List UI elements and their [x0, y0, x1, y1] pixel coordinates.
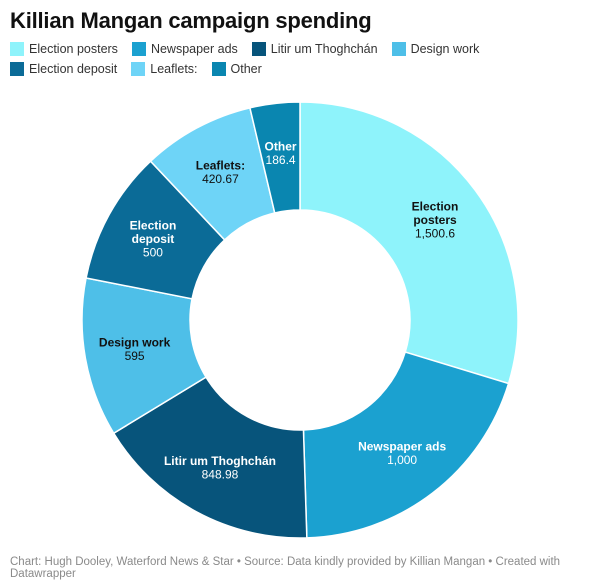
legend-label: Leaflets: — [150, 62, 198, 76]
chart-footer: Chart: Hugh Dooley, Waterford News & Sta… — [10, 556, 561, 580]
legend-swatch — [251, 42, 266, 56]
slice-category-label: Other — [265, 139, 297, 153]
legend-swatch — [10, 62, 24, 76]
slice-category-label: Newspaper ads — [358, 440, 446, 454]
legend-swatch — [131, 62, 146, 76]
legend-swatch — [211, 62, 226, 76]
slice-value-label: 848.98 — [202, 467, 239, 481]
slice-value-label: 1,500.6 — [415, 226, 455, 240]
legend-item-litir-um-thoghchan: Litir um Thoghchán — [251, 42, 378, 56]
legend-swatch — [131, 42, 146, 56]
slice-value-label: 186.4 — [266, 153, 296, 167]
slice-value-label: 1,000 — [387, 453, 417, 467]
legend: Election posters Newspaper ads Litir um … — [10, 42, 590, 76]
legend-label: Other — [230, 62, 262, 76]
slice-value-label: 420.67 — [202, 172, 239, 186]
legend-label: Design work — [410, 42, 480, 56]
slice-category-label: deposit — [132, 232, 175, 246]
legend-label: Litir um Thoghchán — [270, 42, 378, 56]
slice-category-label: Design work — [99, 336, 171, 350]
legend-label: Newspaper ads — [150, 42, 238, 56]
slice-other — [249, 101, 301, 214]
legend-item-other: Other — [211, 62, 262, 76]
slice-category-label: Leaflets: — [196, 158, 245, 172]
legend-label: Election posters — [29, 42, 118, 56]
legend-item-newspaper-ads: Newspaper ads — [131, 42, 238, 56]
slice-category-label: Litir um Thoghchán — [164, 454, 276, 468]
slice-label-leaflets: Leaflets:420.67 — [196, 158, 245, 186]
slice-category-label: posters — [413, 213, 457, 227]
slice-value-label: 500 — [143, 245, 163, 259]
chart-title: Killian Mangan campaign spending — [10, 8, 372, 33]
legend-item-design-work: Design work — [391, 42, 480, 56]
slice-category-label: Election — [130, 218, 177, 232]
legend-item-election-posters: Election posters — [10, 42, 118, 56]
slice-newspaper-ads — [302, 351, 510, 539]
slice-value-label: 595 — [125, 349, 145, 363]
legend-item-election-deposit: Election deposit — [10, 62, 117, 76]
legend-label: Election deposit — [29, 62, 118, 76]
slice-election-posters — [299, 101, 519, 385]
slice-litir-um-thoghchan — [112, 376, 308, 539]
legend-swatch — [10, 42, 24, 56]
slice-category-label: Election — [412, 199, 459, 213]
legend-item-leaflets: Leaflets: — [131, 62, 198, 76]
legend-swatch — [391, 42, 406, 56]
